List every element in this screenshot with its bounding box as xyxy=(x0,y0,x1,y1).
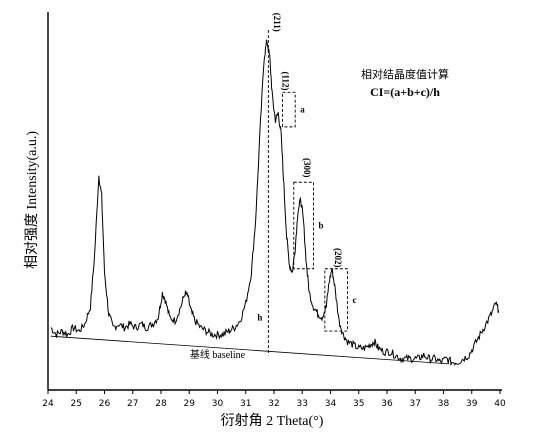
x-tick-label: 36 xyxy=(381,399,393,409)
x-ticks xyxy=(47,390,501,394)
x-tick-label: 27 xyxy=(127,399,138,409)
formula-title: 相对结晶度值计算 xyxy=(361,67,449,81)
x-tick-label: 32 xyxy=(268,399,279,409)
x-tick-labels: 24 25 26 27 28 29 30 31 32 33 34 35 36 37 38 39 40 xyxy=(42,399,506,409)
y-axis-title: 相对强度 Intensity(a.u.) xyxy=(24,131,40,269)
x-tick-label: 39 xyxy=(466,399,478,409)
x-tick-label: 33 xyxy=(297,399,308,409)
x-tick-label: 31 xyxy=(240,399,251,409)
x-tick-label: 26 xyxy=(99,399,111,409)
formula: CI=(a+b+c)/h xyxy=(370,85,440,99)
x-tick-label: 34 xyxy=(325,399,337,409)
peak-boxes: a b c xyxy=(282,91,356,332)
h-label: h xyxy=(257,313,262,323)
peak-label: (211) xyxy=(272,13,282,32)
box-a xyxy=(282,91,296,128)
peak-labels: (211) (112) (300) (202) xyxy=(272,13,343,268)
box-label-a: a xyxy=(300,105,305,115)
x-tick-label: 29 xyxy=(184,399,196,409)
x-tick-label: 24 xyxy=(42,399,54,409)
xrd-curve xyxy=(50,39,500,367)
baseline-line xyxy=(50,335,450,365)
peak-label: (300) xyxy=(302,158,312,178)
peak-label: (202) xyxy=(333,248,343,267)
x-tick-label: 25 xyxy=(71,399,82,409)
x-tick-label: 35 xyxy=(353,399,364,409)
x-tick-label: 28 xyxy=(155,399,167,409)
box-c xyxy=(324,268,348,332)
x-tick-label: 40 xyxy=(494,399,506,409)
baseline-label: 基线 baseline xyxy=(190,348,246,361)
x-axis-title: 衍射角 2 Theta(°) xyxy=(221,413,324,429)
box-label-c: c xyxy=(352,295,356,305)
x-tick-label: 30 xyxy=(212,399,224,409)
box-label-b: b xyxy=(319,220,324,230)
x-tick-label: 37 xyxy=(410,399,421,409)
box-b xyxy=(293,181,314,270)
x-tick-label: 38 xyxy=(438,399,450,409)
peak-label: (112) xyxy=(281,72,291,91)
